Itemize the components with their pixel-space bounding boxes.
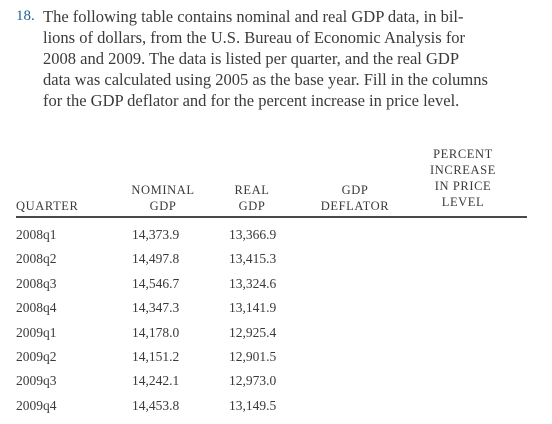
real-gdp-cell: 12,973.0	[229, 373, 277, 389]
header-nominal-line: NOMINAL	[131, 183, 195, 197]
table-body: 2008q1 14,373.9 13,366.9 2008q2 14,497.8…	[16, 224, 526, 419]
header-percent-line: INCREASE	[430, 163, 496, 177]
header-percent-line: PERCENT	[433, 147, 493, 161]
real-gdp-cell: 12,925.4	[229, 324, 277, 340]
quarter-cell: 2008q3	[16, 275, 57, 291]
table-row: 2008q3 14,546.7 13,324.6	[16, 273, 526, 297]
nominal-gdp-cell: 14,242.1	[132, 373, 180, 389]
quarter-cell: 2008q2	[16, 251, 57, 267]
problem-text-line: The following table contains nominal and…	[43, 7, 464, 26]
nominal-gdp-cell: 14,546.7	[132, 275, 180, 291]
quarter-cell: 2009q2	[16, 348, 57, 364]
header-gdp-deflator: GDP DEFLATOR	[312, 182, 398, 214]
header-real-line: REAL	[234, 183, 270, 197]
real-gdp-cell: 13,141.9	[229, 300, 277, 316]
table-row: 2009q2 14,151.2 12,901.5	[16, 346, 526, 370]
header-percent-increase: PERCENT INCREASE IN PRICE LEVEL	[416, 146, 510, 210]
nominal-gdp-cell: 14,151.2	[132, 348, 180, 364]
quarter-cell: 2008q1	[16, 227, 57, 242]
real-gdp-cell: 13,415.3	[229, 251, 277, 267]
problem-text-line: for the GDP deflator and for the percent…	[43, 91, 460, 110]
header-deflator-line: GDP	[341, 183, 369, 197]
problem-text: The following table contains nominal and…	[43, 6, 543, 111]
real-gdp-cell: 13,366.9	[229, 227, 277, 242]
quarter-cell: 2008q4	[16, 300, 57, 316]
nominal-gdp-cell: 14,453.8	[132, 397, 180, 413]
nominal-gdp-cell: 14,373.9	[132, 227, 180, 242]
quarter-cell: 2009q1	[16, 324, 57, 340]
real-gdp-cell: 13,324.6	[229, 275, 277, 291]
table-row: 2008q1 14,373.9 13,366.9	[16, 224, 526, 248]
header-quarter-line: QUARTER	[16, 199, 79, 213]
header-nominal-gdp: NOMINAL GDP	[123, 182, 203, 214]
problem-text-line: data was calculated using 2005 as the ba…	[43, 70, 488, 89]
header-real-gdp: REAL GDP	[219, 182, 285, 214]
quarter-cell: 2009q4	[16, 397, 57, 413]
problem-text-line: lions of dollars, from the U.S. Bureau o…	[43, 28, 466, 47]
header-quarter: QUARTER	[16, 198, 78, 214]
header-nominal-line: GDP	[149, 199, 177, 213]
table-row: 2009q3 14,242.1 12,973.0	[16, 370, 526, 394]
header-percent-line: IN PRICE	[434, 179, 492, 193]
table-row: 2009q1 14,178.0 12,925.4	[16, 322, 526, 346]
real-gdp-cell: 13,149.5	[229, 397, 277, 413]
header-rule	[16, 216, 527, 218]
header-deflator-line: DEFLATOR	[320, 199, 390, 213]
nominal-gdp-cell: 14,497.8	[132, 251, 180, 267]
table-row: 2009q4 14,453.8 13,149.5	[16, 395, 526, 419]
real-gdp-cell: 12,901.5	[229, 348, 277, 364]
table-row: 2008q4 14,347.3 13,141.9	[16, 297, 526, 321]
header-real-line: GDP	[238, 199, 266, 213]
table-row: 2008q2 14,497.8 13,415.3	[16, 248, 526, 272]
header-percent-line: LEVEL	[441, 195, 485, 209]
nominal-gdp-cell: 14,347.3	[132, 300, 180, 316]
nominal-gdp-cell: 14,178.0	[132, 324, 180, 340]
problem-number: 18.	[16, 8, 35, 24]
quarter-cell: 2009q3	[16, 373, 57, 389]
problem-text-line: 2008 and 2009. The data is listed per qu…	[43, 49, 460, 68]
